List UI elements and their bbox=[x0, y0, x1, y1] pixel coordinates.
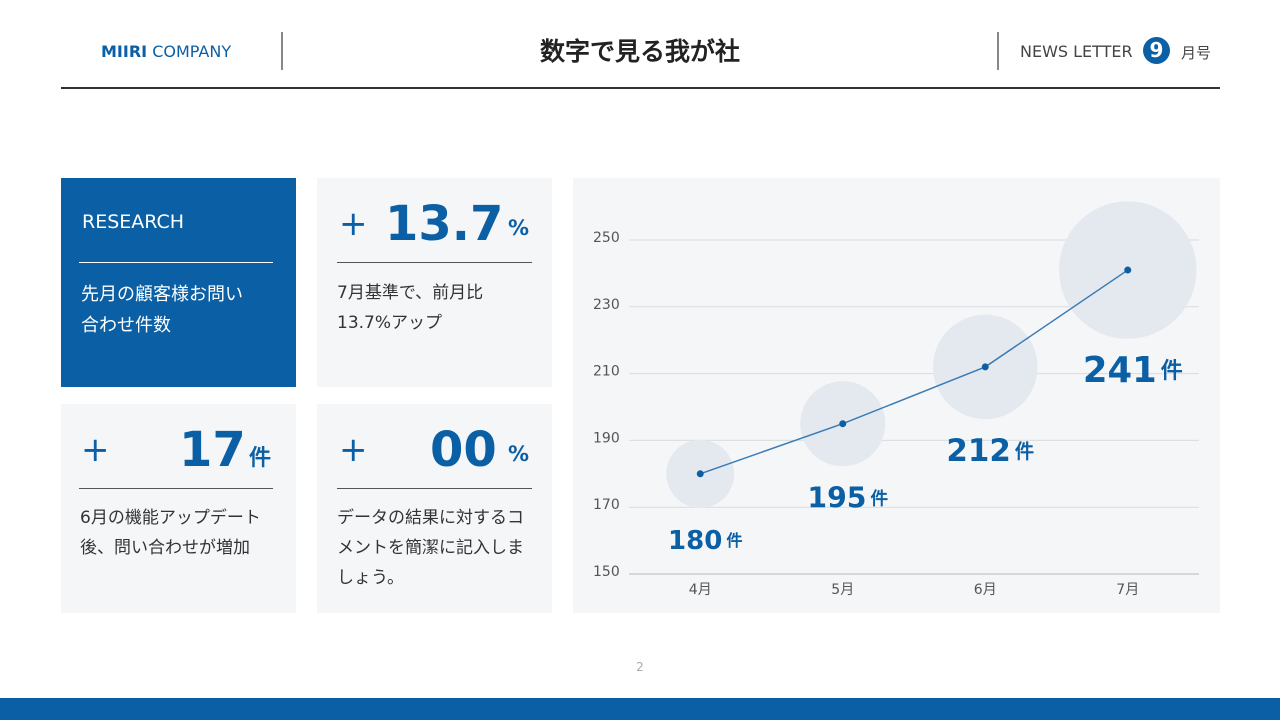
card: + 17 件 6月の機能アップデート 後、問い合わせが増加 bbox=[61, 404, 296, 613]
data-label: 241 件 bbox=[1083, 350, 1183, 391]
point bbox=[1124, 266, 1132, 274]
data-value: 180 bbox=[668, 525, 722, 555]
line: メントを簡潔に記入しま bbox=[337, 538, 524, 558]
unit: % bbox=[508, 442, 530, 466]
line bbox=[700, 269, 1129, 475]
number: 17 bbox=[179, 422, 246, 478]
data-unit: 件 bbox=[726, 530, 742, 549]
point bbox=[839, 420, 847, 428]
line: しょう。 bbox=[337, 568, 404, 588]
brand-bold: MIIRI bbox=[101, 42, 148, 61]
data-value: 212 bbox=[946, 433, 1011, 469]
line: 先月の顧客様お問い bbox=[81, 284, 243, 305]
rule bbox=[79, 488, 273, 489]
y-tick-label: 250 bbox=[593, 230, 620, 246]
y-tick-label: 170 bbox=[593, 497, 620, 513]
line: 7月基準で、前月比 bbox=[337, 283, 484, 303]
card: RESEARCH 先月の顧客様お問い 合わせ件数 bbox=[61, 178, 296, 387]
line: 後、問い合わせが増加 bbox=[80, 538, 250, 558]
data-label: 180 件 bbox=[668, 525, 742, 555]
data-value: 195 bbox=[807, 481, 866, 514]
line: データの結果に対するコ bbox=[337, 508, 524, 528]
brand: MIIRI COMPANY bbox=[101, 42, 231, 61]
card-text: 先月の顧客様お問い 合わせ件数 bbox=[81, 279, 243, 341]
header-rule bbox=[61, 87, 1220, 89]
rule bbox=[337, 262, 532, 263]
x-tick-label: 7月 bbox=[1116, 582, 1139, 598]
point bbox=[981, 363, 989, 371]
title: 数字で見る我が社 bbox=[539, 37, 740, 66]
card: + 00 % データの結果に対するコ メントを簡潔に記入しま しょう。 bbox=[317, 404, 552, 613]
card-text: 6月の機能アップデート 後、問い合わせが増加 bbox=[80, 503, 261, 563]
divider bbox=[997, 32, 999, 70]
y-tick-label: 190 bbox=[593, 430, 620, 446]
footer-bar bbox=[0, 698, 1280, 720]
sign: + bbox=[81, 430, 110, 470]
data-unit: 件 bbox=[871, 488, 889, 509]
data-unit: 件 bbox=[1161, 359, 1183, 384]
issue-number: 9 bbox=[1143, 37, 1170, 64]
line: 13.7%アップ bbox=[337, 313, 443, 333]
line: 6月の機能アップデート bbox=[80, 508, 261, 528]
card-text: 7月基準で、前月比 13.7%アップ bbox=[337, 278, 483, 338]
x-tick-label: 5月 bbox=[831, 582, 854, 598]
point bbox=[696, 470, 704, 478]
card-text: データの結果に対するコ メントを簡潔に記入しま しょう。 bbox=[337, 503, 524, 593]
line: 合わせ件数 bbox=[81, 315, 171, 336]
divider bbox=[281, 32, 283, 70]
x-tick-label: 6月 bbox=[974, 582, 997, 598]
unit: % bbox=[508, 216, 530, 240]
rule bbox=[337, 488, 532, 489]
number: 00 bbox=[430, 422, 497, 478]
issue-suffix: 月号 bbox=[1181, 44, 1212, 62]
data-value: 241 bbox=[1083, 350, 1157, 391]
x-tick-label: 4月 bbox=[689, 582, 712, 598]
data-label: 212 件 bbox=[946, 433, 1034, 469]
sign: + bbox=[339, 430, 368, 470]
number: 13.7 bbox=[385, 196, 504, 252]
sign: + bbox=[339, 204, 368, 244]
y-tick-label: 210 bbox=[593, 364, 620, 380]
y-tick-label: 150 bbox=[593, 564, 620, 580]
rule bbox=[79, 262, 273, 263]
data-label: 195 件 bbox=[807, 481, 888, 514]
y-tick-label: 230 bbox=[593, 297, 620, 313]
data-unit: 件 bbox=[1015, 440, 1034, 463]
card-label: RESEARCH bbox=[82, 211, 185, 233]
unit: 件 bbox=[249, 446, 272, 471]
card: + 13.7 % 7月基準で、前月比 13.7%アップ bbox=[317, 178, 552, 387]
brand-name: COMPANY bbox=[152, 42, 232, 61]
page-number: 2 bbox=[636, 660, 644, 674]
newsletter: NEWS LETTER bbox=[1020, 42, 1133, 61]
